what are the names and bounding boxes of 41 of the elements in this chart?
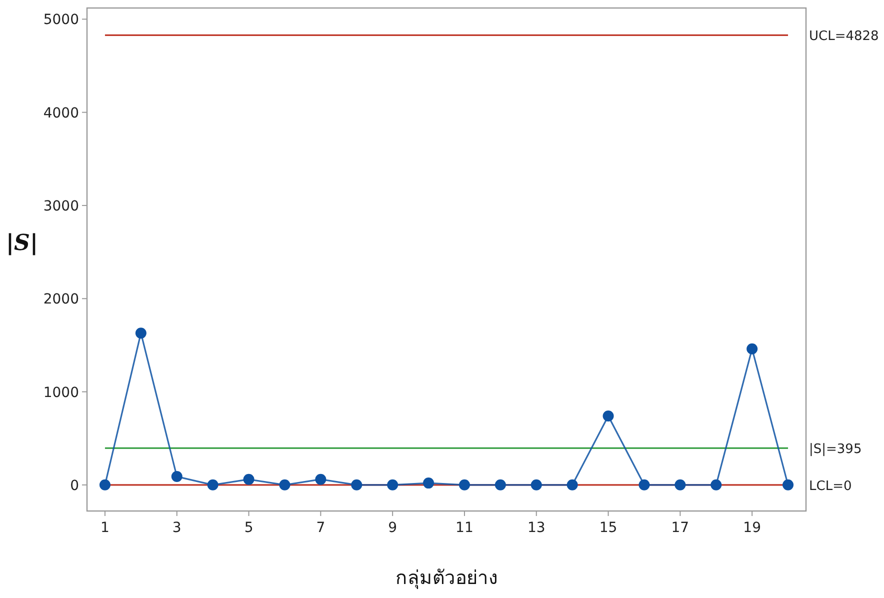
y-tick-label: 1000 — [43, 384, 79, 401]
x-tick-label: 1 — [100, 520, 110, 536]
x-tick-label: 17 — [671, 520, 690, 536]
x-tick-label: 15 — [599, 520, 618, 536]
point — [135, 328, 146, 339]
ref-line-label: LCL=0 — [809, 478, 852, 494]
point — [423, 478, 434, 489]
point — [674, 479, 686, 490]
y-axis-title: |S| — [6, 230, 38, 256]
point — [746, 343, 758, 354]
x-tick-label: 9 — [388, 520, 398, 536]
point — [315, 474, 326, 485]
x-axis-title: กลุ่มตัวอย่าง — [396, 567, 498, 590]
x-tick-label: 13 — [527, 520, 546, 536]
point — [171, 471, 182, 482]
point — [530, 479, 542, 490]
x-tick-label: 19 — [743, 520, 761, 536]
point — [387, 479, 398, 490]
point — [638, 479, 650, 490]
point — [99, 479, 110, 490]
x-tick-label: 3 — [172, 520, 182, 536]
x-tick-label: 7 — [316, 520, 326, 536]
point — [351, 479, 362, 490]
point — [207, 479, 218, 490]
y-tick-label: 0 — [70, 478, 79, 494]
y-tick-label: 3000 — [43, 198, 79, 214]
ref-line-label: |S|=395 — [809, 442, 862, 458]
y-tick-label: 4000 — [43, 105, 79, 122]
point — [494, 479, 506, 490]
point — [602, 410, 614, 422]
point — [566, 479, 578, 490]
point — [782, 479, 794, 490]
ref-line-label: UCL=4828 — [809, 29, 879, 44]
y-tick-label: 5000 — [43, 12, 79, 28]
x-tick-label: 5 — [244, 520, 254, 536]
point — [243, 474, 254, 485]
point — [279, 479, 290, 490]
point — [710, 479, 722, 490]
y-tick-label: 2000 — [43, 292, 79, 308]
x-tick-label: 11 — [456, 520, 474, 536]
point — [458, 479, 470, 490]
